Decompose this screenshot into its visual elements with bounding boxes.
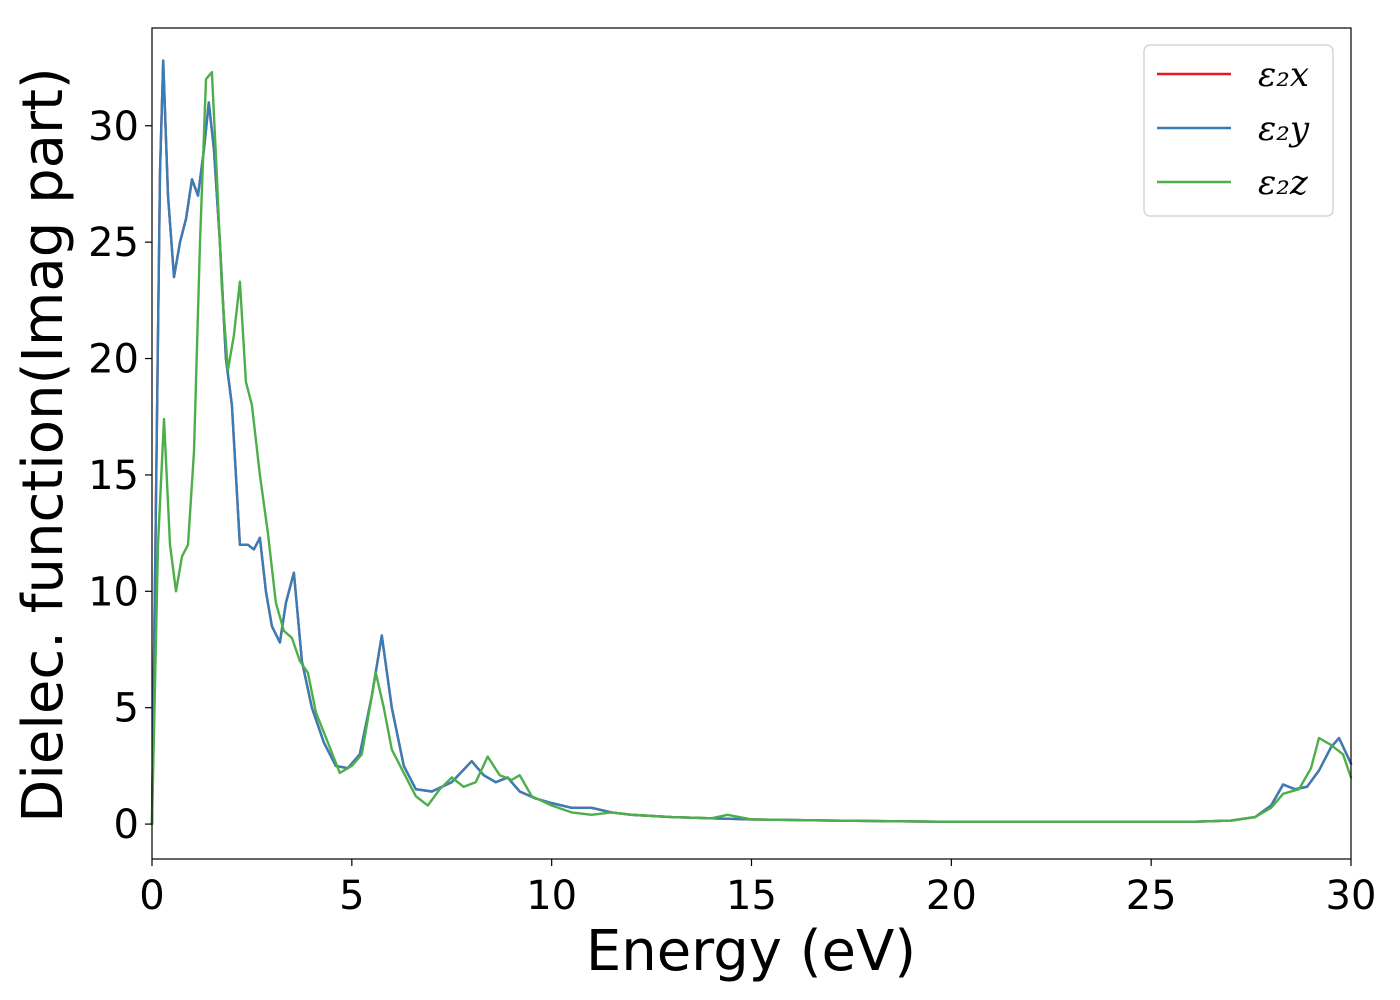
plot-area [150, 59, 1353, 826]
legend-label: ε₂x [1258, 55, 1309, 95]
legend: ε₂x ε₂y ε₂z [1143, 44, 1334, 217]
y-axis-title: Dielec. function(Imag part) [11, 67, 76, 823]
x-tick-label: 10 [526, 873, 577, 919]
legend-box [1143, 44, 1334, 217]
x-axis-title: Energy (eV) [586, 919, 916, 984]
x-tick-label: 20 [926, 873, 977, 919]
x-tick-label: 5 [339, 873, 364, 919]
x-tick-label: 25 [1126, 873, 1177, 919]
y-axis: 0 5 10 15 20 25 30 [88, 104, 152, 848]
y-tick-label: 25 [88, 220, 139, 266]
y-tick-label: 10 [88, 569, 139, 615]
y-tick-label: 20 [88, 337, 139, 383]
y-tick-label: 5 [114, 686, 139, 732]
x-tick-label: 0 [139, 873, 164, 919]
x-axis: 0 5 10 15 20 25 30 [139, 859, 1376, 919]
legend-label: ε₂y [1258, 109, 1310, 149]
y-tick-label: 30 [88, 104, 139, 150]
legend-label: ε₂z [1258, 163, 1309, 203]
y-tick-label: 15 [88, 453, 139, 499]
x-tick-label: 15 [726, 873, 777, 919]
y-tick-label: 0 [114, 802, 139, 848]
series-line-3 [150, 71, 1353, 826]
x-tick-label: 30 [1326, 873, 1377, 919]
